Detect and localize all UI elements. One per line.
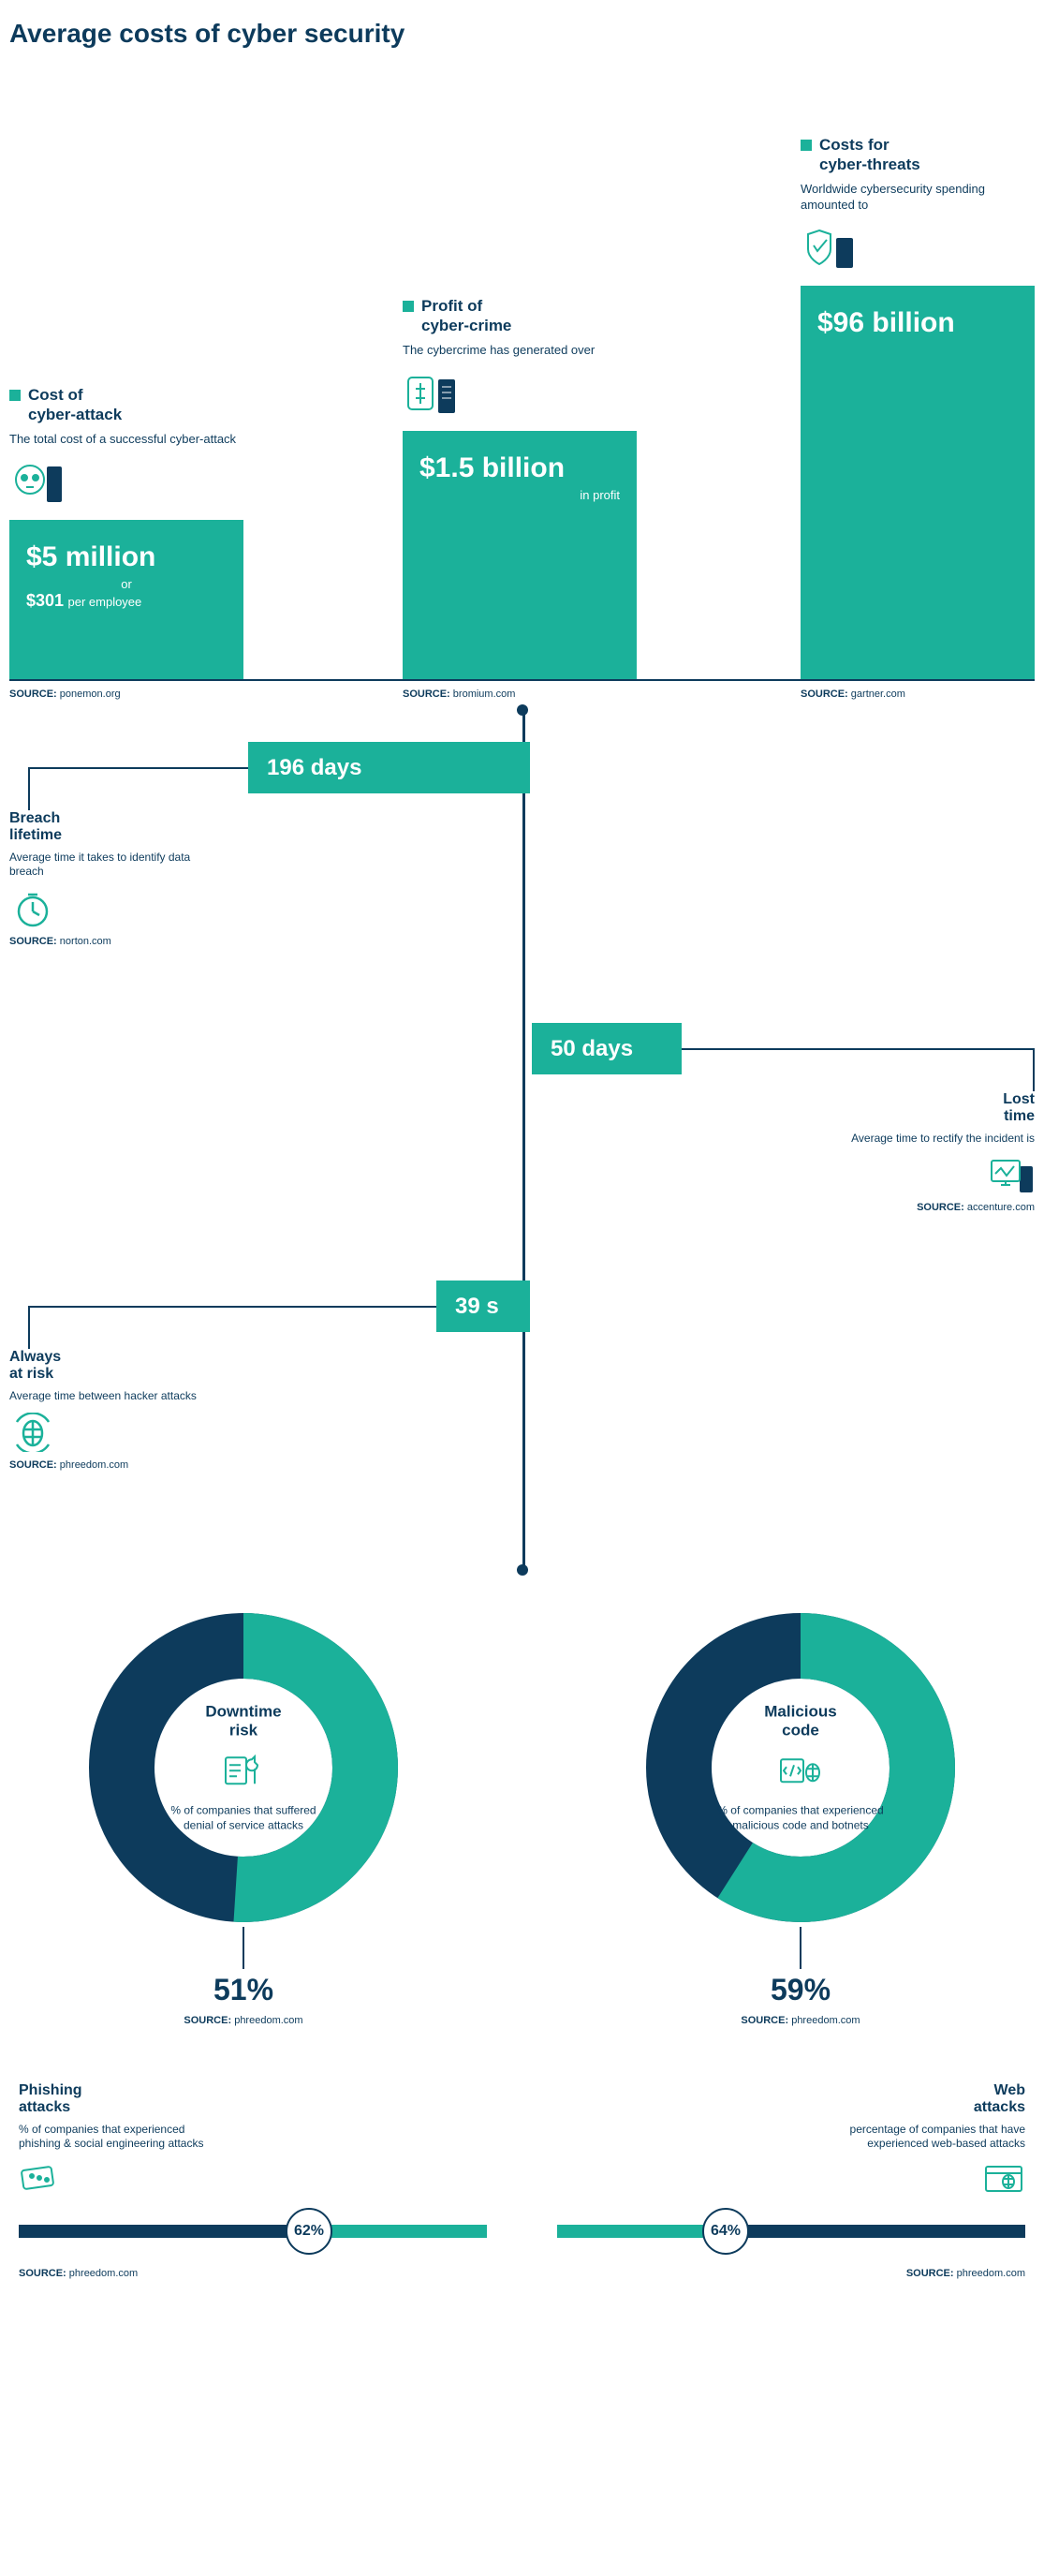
progress-desc: percentage of companies that have experi… — [838, 2123, 1025, 2152]
bullet-icon — [9, 390, 21, 401]
donut-desc: % of companies that experienced maliciou… — [716, 1802, 885, 1832]
bar-value: $5 million — [26, 543, 227, 571]
timeline-title: Alwaysat risk — [9, 1349, 197, 1384]
progress-value: 64% — [702, 2208, 749, 2255]
connector-line — [28, 767, 30, 810]
connector-line — [28, 1306, 30, 1349]
timeline-bar: 39 s — [436, 1281, 530, 1332]
wrench-icon — [220, 1750, 267, 1791]
bar-subtitle: The total cost of a successful cyber-att… — [9, 432, 243, 448]
donut-title: Maliciouscode — [716, 1702, 885, 1739]
bug-icon — [9, 1413, 56, 1452]
donut-percent: 59% — [623, 1973, 978, 2007]
bar-column: $5 million or$301 per employee — [9, 520, 243, 679]
connector-line — [28, 767, 248, 769]
bar-item: Profit ofcyber-crime The cybercrime has … — [403, 297, 637, 679]
donut-card: Downtimerisk % of companies that suffere… — [66, 1608, 421, 2026]
skull-icon — [9, 459, 66, 506]
bar-value: $96 billion — [817, 309, 1018, 337]
progress-card: Phishingattacks % of companies that expe… — [19, 2082, 487, 2279]
timeline-title: Losttime — [847, 1091, 1035, 1126]
source-label: SOURCE: bromium.com — [403, 688, 515, 700]
donut-desc: % of companies that suffered denial of s… — [159, 1802, 328, 1832]
progress-bar: 64% — [557, 2208, 1025, 2255]
timeline-bar: 196 days — [248, 742, 530, 793]
source-label: SOURCE: gartner.com — [801, 688, 905, 700]
progress-desc: % of companies that experienced phishing… — [19, 2123, 206, 2152]
source-label: SOURCE: ponemon.org — [9, 688, 121, 700]
donut-section: Downtimerisk % of companies that suffere… — [9, 1608, 1035, 2026]
source-label: SOURCE: phreedom.com — [19, 2268, 487, 2279]
bar-chart: Cost ofcyber-attack The total cost of a … — [9, 72, 1035, 681]
bar-title: Costs forcyber-threats — [819, 136, 920, 174]
bar-column: $96 billion — [801, 286, 1035, 679]
progress-value: 62% — [286, 2208, 332, 2255]
timeline-dot — [517, 704, 528, 716]
timeline-dot — [517, 1564, 528, 1576]
progress-title: Phishingattacks — [19, 2082, 487, 2117]
progress-fill — [726, 2225, 1025, 2238]
timeline-desc: Average time between hacker attacks — [9, 1389, 197, 1404]
monitor-icon — [988, 1155, 1035, 1194]
timeline-title: Breachlifetime — [9, 810, 197, 845]
timeline-text: Losttime Average time to rectify the inc… — [847, 1091, 1035, 1213]
bar-subtitle: Worldwide cybersecurity spending amounte… — [801, 182, 1035, 214]
timeline-text: Breachlifetime Average time it takes to … — [9, 810, 197, 947]
progress-bar: 62% — [19, 2208, 487, 2255]
bullet-icon — [403, 301, 414, 312]
web-bug-icon — [982, 2163, 1025, 2195]
timeline-text: Alwaysat risk Average time between hacke… — [9, 1349, 197, 1471]
progress-title: Webattacks — [557, 2082, 1025, 2117]
donut-card: Maliciouscode % of companies that experi… — [623, 1608, 978, 2026]
timeline-bar: 50 days — [532, 1023, 682, 1074]
donut-percent: 51% — [66, 1973, 421, 2007]
shield-icon — [801, 225, 857, 272]
bar-title: Profit ofcyber-crime — [421, 297, 511, 335]
pointer-line — [800, 1927, 801, 1969]
source-label: SOURCE: norton.com — [9, 936, 197, 947]
connector-line — [682, 1048, 1035, 1050]
phish-icon — [19, 2163, 62, 2195]
page-title: Average costs of cyber security — [9, 19, 1035, 49]
bar-column: $1.5 billion in profit — [403, 431, 637, 679]
bar-item: Cost ofcyber-attack The total cost of a … — [9, 386, 243, 679]
bar-item: Costs forcyber-threats Worldwide cyberse… — [801, 136, 1035, 679]
connector-line — [1033, 1048, 1035, 1091]
bar-subtitle: The cybercrime has generated over — [403, 343, 637, 359]
source-label: SOURCE: phreedom.com — [9, 1459, 197, 1471]
source-label: SOURCE: phreedom.com — [557, 2268, 1025, 2279]
pointer-line — [243, 1927, 244, 1969]
source-label: SOURCE: phreedom.com — [66, 2015, 421, 2026]
donut-title: Downtimerisk — [159, 1702, 328, 1739]
bullet-icon — [801, 140, 812, 151]
clock-icon — [9, 889, 56, 928]
code-bug-icon — [777, 1750, 824, 1791]
timeline-desc: Average time to rectify the incident is — [847, 1132, 1035, 1147]
timeline-desc: Average time it takes to identify data b… — [9, 851, 197, 880]
source-label: SOURCE: phreedom.com — [623, 2015, 978, 2026]
bar-value: $1.5 billion — [419, 454, 620, 482]
progress-card: Webattacks percentage of companies that … — [557, 2082, 1025, 2279]
bar-title: Cost ofcyber-attack — [28, 386, 122, 424]
timeline-chart: 196 days Breachlifetime Average time it … — [9, 709, 1035, 1571]
timeline-axis — [522, 709, 525, 1571]
progress-fill — [19, 2225, 309, 2238]
source-label: SOURCE: accenture.com — [847, 1202, 1035, 1213]
progress-section: Phishingattacks % of companies that expe… — [9, 2082, 1035, 2279]
connector-line — [28, 1306, 436, 1308]
money-icon — [403, 370, 459, 417]
